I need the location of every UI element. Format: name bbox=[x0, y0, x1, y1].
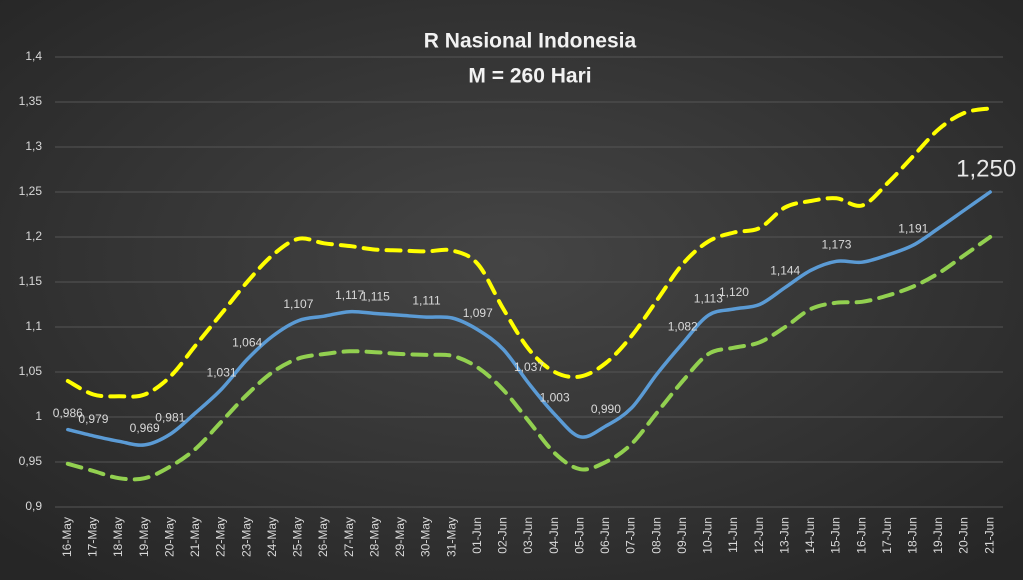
data-label: 1,250 bbox=[956, 155, 1016, 182]
data-label: 1,113 bbox=[694, 291, 723, 305]
x-tick-label: 12-Jun bbox=[752, 517, 766, 554]
x-tick-label: 22-May bbox=[214, 517, 228, 557]
x-tick-label: 16-May bbox=[60, 517, 74, 557]
data-label: 1,191 bbox=[898, 221, 928, 235]
x-tick-label: 17-May bbox=[86, 517, 100, 557]
data-label: 1,064 bbox=[232, 336, 262, 350]
x-tick-label: 16-Jun bbox=[854, 517, 868, 554]
x-tick-label: 05-Jun bbox=[572, 517, 586, 554]
y-tick-label: 1,2 bbox=[25, 229, 42, 243]
data-label: 1,031 bbox=[207, 365, 237, 379]
x-tick-label: 11-Jun bbox=[726, 517, 740, 553]
data-label: 1,107 bbox=[283, 297, 313, 311]
data-label: 1,144 bbox=[770, 264, 800, 278]
data-label: 1,111 bbox=[412, 293, 441, 307]
x-tick-label: 04-Jun bbox=[547, 517, 561, 554]
x-tick-label: 27-May bbox=[342, 517, 356, 557]
chart-title: R Nasional Indonesia bbox=[424, 30, 637, 53]
x-tick-label: 14-Jun bbox=[803, 517, 817, 554]
x-tick-label: 18-May bbox=[111, 517, 125, 557]
x-tick-label: 10-Jun bbox=[701, 517, 715, 554]
x-tick-label: 30-May bbox=[419, 517, 433, 557]
y-tick-label: 1 bbox=[35, 409, 42, 423]
y-tick-label: 1,3 bbox=[25, 139, 42, 153]
data-label: 1,120 bbox=[719, 285, 749, 299]
x-tick-label: 23-May bbox=[239, 517, 253, 557]
x-tick-label: 17-Jun bbox=[880, 517, 894, 554]
y-tick-label: 1,25 bbox=[19, 184, 43, 198]
x-tick-label: 06-Jun bbox=[598, 517, 612, 554]
y-tick-label: 0,95 bbox=[19, 454, 43, 468]
x-tick-label: 13-Jun bbox=[777, 517, 791, 554]
x-tick-label: 20-Jun bbox=[957, 517, 971, 554]
x-tick-label: 20-May bbox=[162, 517, 176, 557]
y-tick-label: 0,9 bbox=[25, 499, 42, 513]
data-label: 1,173 bbox=[821, 237, 851, 251]
data-label: 0,981 bbox=[155, 410, 185, 424]
x-tick-label: 26-May bbox=[316, 517, 330, 557]
x-tick-label: 21-Jun bbox=[982, 517, 996, 554]
y-tick-label: 1,4 bbox=[25, 49, 42, 63]
data-label: 1,082 bbox=[668, 319, 698, 333]
x-tick-label: 19-May bbox=[137, 517, 151, 557]
data-label: 1,037 bbox=[514, 360, 544, 374]
y-tick-label: 1,35 bbox=[19, 94, 43, 108]
x-tick-label: 15-Jun bbox=[829, 517, 843, 554]
series-line bbox=[65, 235, 993, 482]
chart-subtitle: M = 260 Hari bbox=[468, 65, 591, 88]
data-label: 0,979 bbox=[78, 412, 108, 426]
x-tick-label: 25-May bbox=[291, 517, 305, 557]
y-tick-label: 1,15 bbox=[19, 274, 43, 288]
x-tick-label: 21-May bbox=[188, 517, 202, 557]
x-tick-label: 31-May bbox=[444, 517, 458, 557]
y-tick-label: 1,05 bbox=[19, 364, 43, 378]
data-label: 1,117 bbox=[335, 288, 364, 302]
x-tick-label: 09-Jun bbox=[675, 517, 689, 554]
x-tick-label: 03-Jun bbox=[521, 517, 535, 554]
data-label: 0,990 bbox=[591, 402, 621, 416]
x-tick-label: 24-May bbox=[265, 517, 279, 557]
data-label: 0,969 bbox=[130, 421, 160, 435]
data-label: 1,097 bbox=[463, 306, 493, 320]
data-label: 1,003 bbox=[540, 390, 570, 404]
series-line bbox=[65, 106, 993, 399]
x-tick-label: 02-Jun bbox=[496, 517, 510, 554]
data-label: 0,986 bbox=[53, 406, 83, 420]
x-tick-label: 28-May bbox=[367, 517, 381, 557]
x-tick-label: 18-Jun bbox=[905, 517, 919, 554]
x-tick-label: 29-May bbox=[393, 517, 407, 557]
data-label: 1,115 bbox=[361, 290, 390, 304]
x-tick-label: 08-Jun bbox=[649, 517, 663, 554]
x-tick-label: 07-Jun bbox=[624, 517, 638, 554]
x-tick-label: 19-Jun bbox=[931, 517, 945, 554]
y-tick-label: 1,1 bbox=[25, 319, 42, 333]
x-tick-label: 01-Jun bbox=[470, 517, 484, 554]
series-line bbox=[66, 190, 992, 447]
